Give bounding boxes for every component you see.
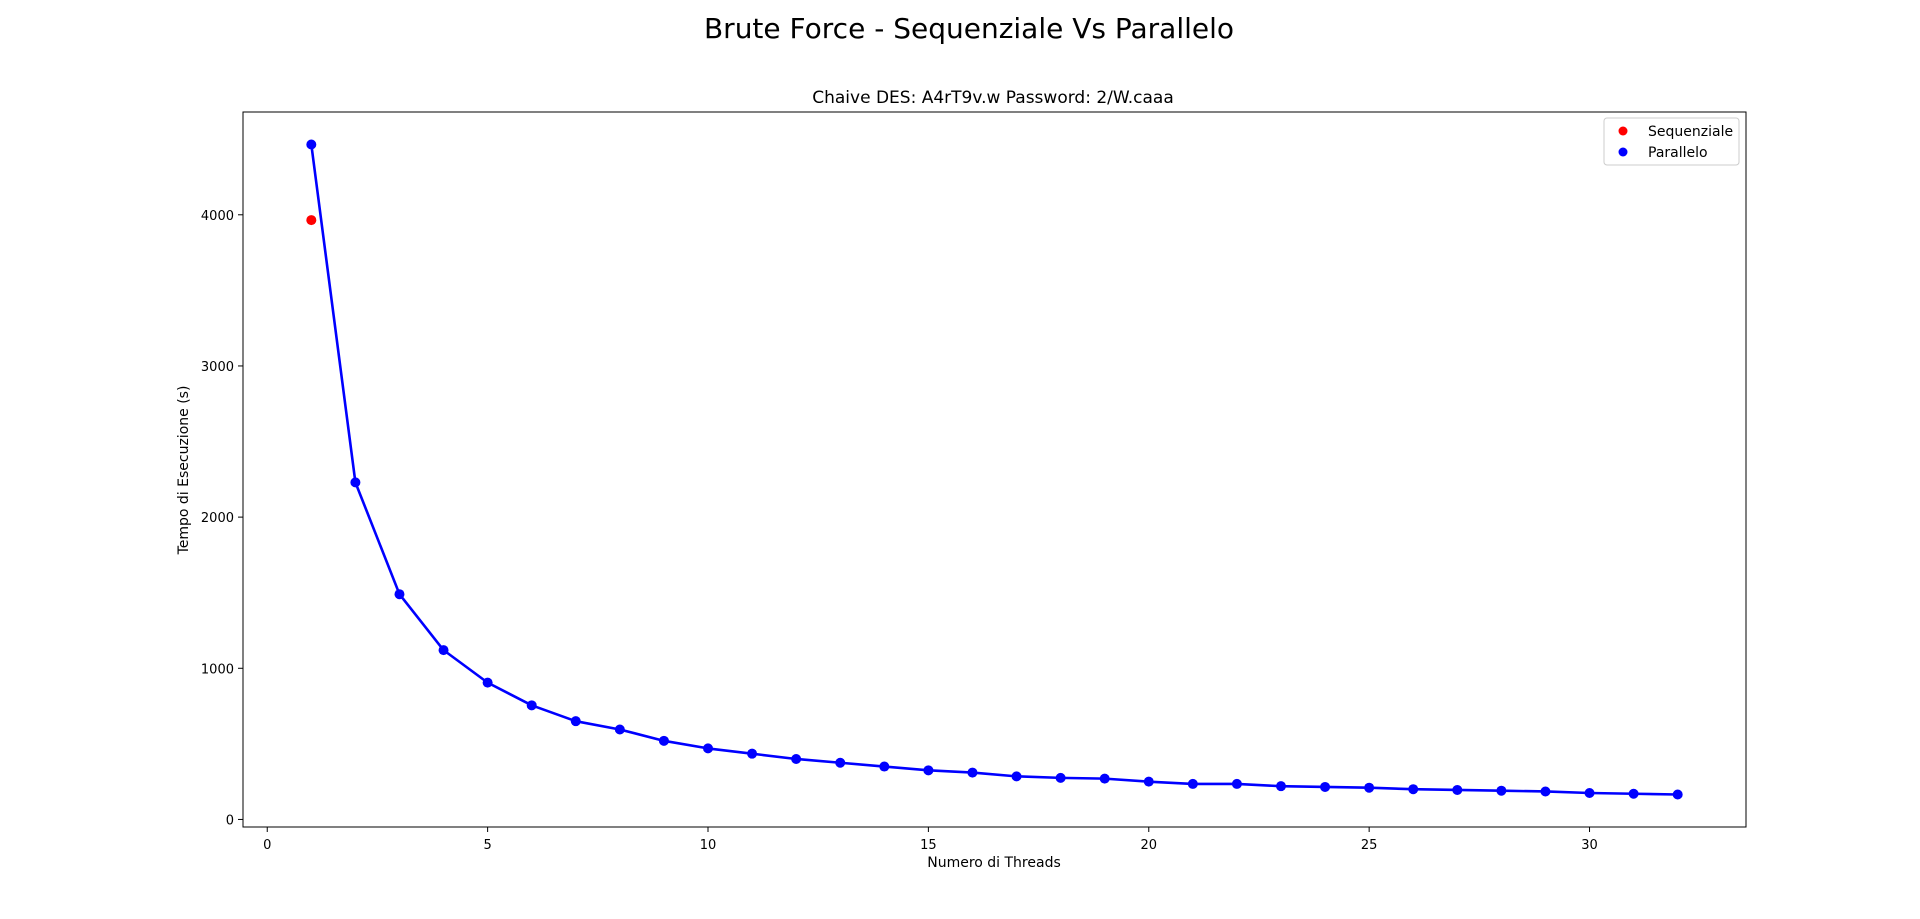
data-point-parallelo <box>1275 781 1286 792</box>
data-point-parallelo <box>350 477 361 488</box>
figure-suptitle: Brute Force - Sequenziale Vs Parallelo <box>704 12 1234 45</box>
data-point-parallelo <box>482 677 493 688</box>
data-point-parallelo <box>835 757 846 768</box>
x-tick-label: 15 <box>920 838 937 853</box>
x-tick-label: 5 <box>483 838 491 853</box>
data-point-parallelo <box>570 716 581 727</box>
data-point-parallelo <box>614 724 625 735</box>
data-point-parallelo <box>1408 784 1419 795</box>
y-tick-label: 3000 <box>201 360 234 375</box>
data-point-parallelo <box>1496 785 1507 796</box>
series-layer <box>306 139 1683 800</box>
data-point-parallelo <box>658 735 669 746</box>
legend-marker-sequenziale <box>1618 126 1628 136</box>
data-point-parallelo <box>967 767 978 778</box>
data-point-parallelo <box>394 589 405 600</box>
data-point-parallelo <box>1231 778 1242 789</box>
data-point-parallelo <box>791 753 802 764</box>
legend-label-parallelo: Parallelo <box>1648 145 1708 161</box>
data-point-parallelo <box>438 645 449 656</box>
data-point-parallelo <box>879 761 890 772</box>
y-tick-label: 1000 <box>201 662 234 677</box>
x-axis-label: Numero di Threads <box>927 855 1061 871</box>
x-axis-ticks: 0 5 10 15 20 25 30 <box>263 827 1598 853</box>
legend-frame <box>1603 117 1740 166</box>
data-point-parallelo <box>1011 771 1022 782</box>
data-point-parallelo <box>1143 776 1154 787</box>
data-point-parallelo <box>1320 781 1331 792</box>
data-point-parallelo <box>1452 784 1463 795</box>
data-point-parallelo <box>1584 787 1595 798</box>
x-tick-label: 20 <box>1140 838 1157 853</box>
data-point-parallelo <box>1187 778 1198 789</box>
y-axis-ticks: 0 1000 2000 3000 4000 <box>201 209 243 828</box>
data-point-parallelo <box>923 765 934 776</box>
data-point-parallelo <box>747 748 758 759</box>
y-tick-label: 2000 <box>201 511 234 526</box>
y-tick-label: 4000 <box>201 209 234 224</box>
data-point-parallelo <box>703 743 714 754</box>
data-point-sequenziale <box>306 215 317 226</box>
x-tick-label: 10 <box>700 838 717 853</box>
plot-area <box>243 112 1746 827</box>
series-line-parallelo <box>310 144 1678 796</box>
y-tick-label: 0 <box>226 813 234 828</box>
legend-label-sequenziale: Sequenziale <box>1648 124 1733 140</box>
data-point-parallelo <box>306 139 317 150</box>
data-point-parallelo <box>1364 782 1375 793</box>
x-tick-label: 0 <box>263 838 271 853</box>
data-point-parallelo <box>1099 773 1110 784</box>
data-point-parallelo <box>526 700 537 711</box>
data-point-parallelo <box>1628 788 1639 799</box>
chart-title: Chaive DES: A4rT9v.w Password: 2/W.caaa <box>812 88 1174 108</box>
plot-frame <box>242 111 1747 828</box>
x-tick-label: 30 <box>1581 838 1598 853</box>
data-point-parallelo <box>1672 789 1683 800</box>
legend: Sequenziale Parallelo <box>1603 117 1740 166</box>
data-point-parallelo <box>1055 772 1066 783</box>
data-point-parallelo <box>1540 786 1551 797</box>
y-axis-label: Tempo di Esecuzione (s) <box>176 386 192 556</box>
x-tick-label: 25 <box>1361 838 1378 853</box>
legend-marker-parallelo <box>1618 147 1628 157</box>
